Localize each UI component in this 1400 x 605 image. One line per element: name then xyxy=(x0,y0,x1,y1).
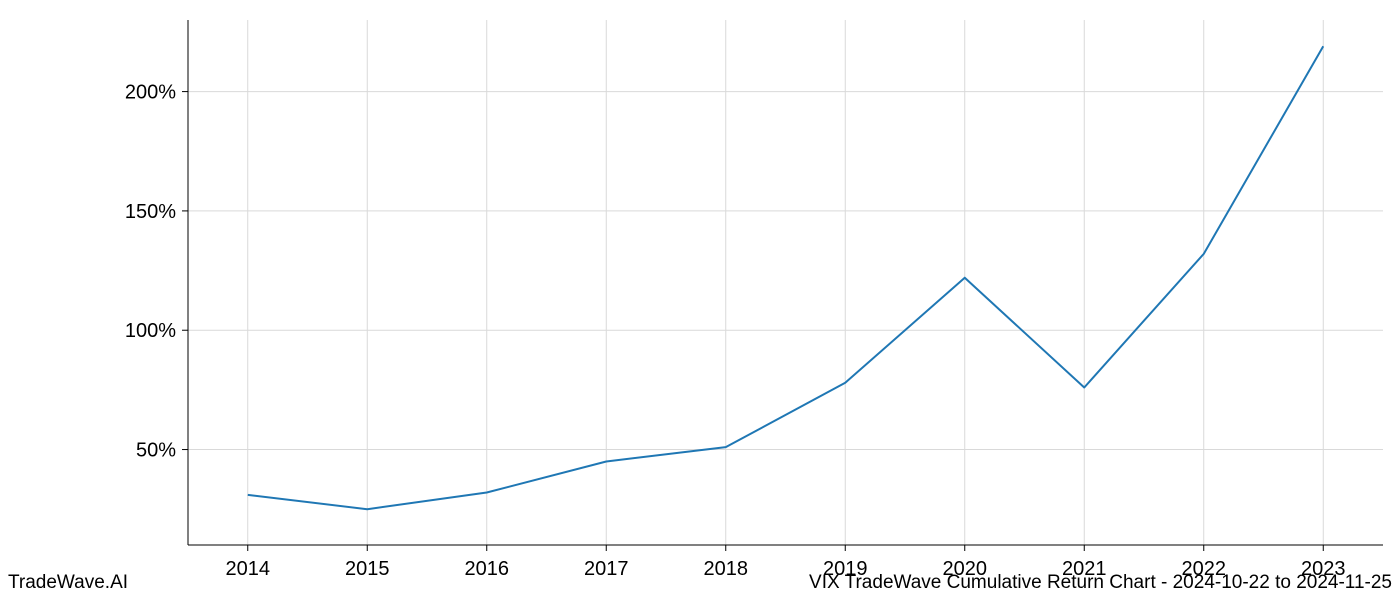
footer-right-label: VIX TradeWave Cumulative Return Chart - … xyxy=(809,572,1392,594)
chart-container: 2014201520162017201820192020202120222023… xyxy=(0,0,1400,600)
y-tick-label: 200% xyxy=(125,82,176,104)
y-tick-label: 50% xyxy=(136,440,176,462)
y-tick-label: 150% xyxy=(125,201,176,223)
y-tick-label: 100% xyxy=(125,320,176,342)
footer-left-label: TradeWave.AI xyxy=(8,572,128,594)
line-chart: 2014201520162017201820192020202120222023… xyxy=(0,0,1400,600)
series-line xyxy=(248,46,1324,509)
footer: TradeWave.AI VIX TradeWave Cumulative Re… xyxy=(0,572,1400,594)
